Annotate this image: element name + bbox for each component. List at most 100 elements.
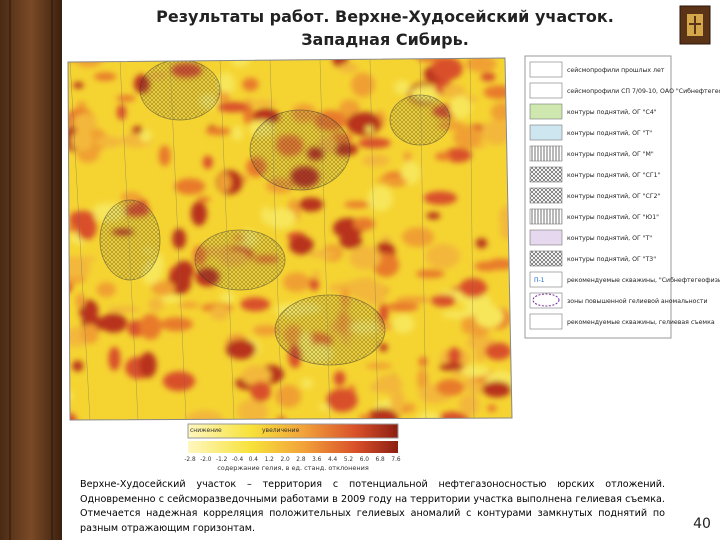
legend-symbol <box>529 124 563 141</box>
scale-tick-label: -0.4 <box>232 457 244 463</box>
legend-label: сейсмопрофили прошлых лет <box>567 66 665 74</box>
anomaly <box>426 212 441 220</box>
scale-high: увеличение <box>262 427 300 434</box>
anomaly <box>442 310 472 319</box>
anomaly <box>362 154 391 167</box>
anomaly <box>72 58 105 68</box>
scale-caption: содержание гелия, в ед. станд. отклонени… <box>217 464 369 472</box>
anomaly <box>444 147 472 163</box>
anomaly <box>375 177 408 184</box>
anomaly <box>367 185 393 212</box>
legend-label: контуры поднятий, ОГ "М" <box>567 150 654 158</box>
seismic-profile <box>469 59 475 420</box>
anomaly <box>381 235 391 244</box>
anomaly <box>366 408 399 420</box>
anomaly <box>107 306 141 313</box>
anomaly <box>73 112 98 133</box>
anomaly <box>425 243 461 269</box>
anomaly <box>392 314 415 334</box>
anomaly <box>100 313 128 333</box>
anomaly <box>217 91 231 103</box>
uplift-contour <box>389 94 451 146</box>
scale-tick-label: -2.8 <box>184 457 196 463</box>
scale-tick-label: 6.8 <box>376 457 386 463</box>
seismic-profile <box>169 59 187 420</box>
anomaly <box>423 191 458 205</box>
anomaly <box>309 277 320 291</box>
anomaly <box>225 339 257 360</box>
uplift-contour <box>99 199 161 281</box>
anomaly <box>394 80 411 95</box>
legend-symbol <box>529 187 563 204</box>
seismic-profile <box>369 59 379 420</box>
anomaly <box>108 346 121 371</box>
anomaly <box>326 388 358 413</box>
legend-symbol <box>529 313 563 330</box>
seismic-profile <box>119 59 139 420</box>
legend-label: контуры поднятий, ОГ "Т" <box>567 129 652 137</box>
anomaly <box>396 296 431 304</box>
anomaly <box>242 77 259 92</box>
anomaly <box>350 72 375 98</box>
anomaly <box>72 81 84 89</box>
scale-tick-label: -1.2 <box>216 457 228 463</box>
helium-map <box>68 58 512 420</box>
seismic-profile <box>319 59 331 420</box>
anomaly <box>174 260 195 281</box>
anomaly <box>431 294 457 307</box>
legend-symbol <box>529 250 563 267</box>
anomaly <box>68 413 78 420</box>
anomaly <box>344 201 370 209</box>
uplift-contour <box>274 294 386 366</box>
anomaly <box>346 111 382 136</box>
legend-symbol <box>529 103 563 120</box>
anomaly <box>338 62 359 74</box>
anomaly <box>275 384 302 408</box>
anomaly <box>459 278 488 298</box>
anomaly <box>449 95 472 119</box>
scale-tick-label: 3.6 <box>312 457 322 463</box>
uplift-contour <box>139 59 221 121</box>
anomaly <box>390 388 406 415</box>
scale-tick-label: 2.8 <box>296 457 306 463</box>
anomaly <box>75 293 86 309</box>
uplift-contour <box>194 229 286 291</box>
anomaly <box>375 374 403 395</box>
anomaly <box>339 99 360 118</box>
anomaly <box>431 58 463 81</box>
border-ornament <box>9 0 53 540</box>
anomaly <box>68 259 91 278</box>
anomaly <box>453 126 483 149</box>
anomaly <box>365 125 374 133</box>
description: Верхне-Худосейский участок – территория … <box>80 479 665 534</box>
anomaly <box>484 342 512 361</box>
anomaly <box>475 238 488 249</box>
anomaly <box>311 270 321 280</box>
legend-symbol <box>529 61 563 78</box>
anomaly <box>116 104 127 121</box>
anomaly <box>483 85 512 100</box>
scale-tick-label: 6.0 <box>360 457 370 463</box>
anomaly <box>162 371 196 391</box>
seismic-profile <box>219 59 235 420</box>
legend-label: контуры поднятий, ОГ "Ю1" <box>567 213 659 221</box>
title: Результаты работ. Верхне-Худосейский уча… <box>156 7 614 26</box>
anomaly <box>266 207 297 229</box>
anomaly <box>93 72 117 81</box>
anomaly <box>174 178 206 195</box>
scale-tick-label: 0.4 <box>249 457 259 463</box>
legend-symbol <box>529 208 563 225</box>
anomaly <box>435 411 470 420</box>
anomaly <box>415 269 445 279</box>
anomaly <box>401 227 435 248</box>
anomaly <box>186 412 200 420</box>
anomaly <box>139 313 162 340</box>
anomaly <box>217 101 249 113</box>
anomaly <box>349 245 382 270</box>
anomaly <box>447 347 462 365</box>
legend-label: контуры поднятий, ОГ "СГ1" <box>567 171 661 179</box>
anomaly <box>250 381 271 402</box>
anomaly <box>458 393 480 417</box>
well-label: П-1 <box>534 277 545 284</box>
